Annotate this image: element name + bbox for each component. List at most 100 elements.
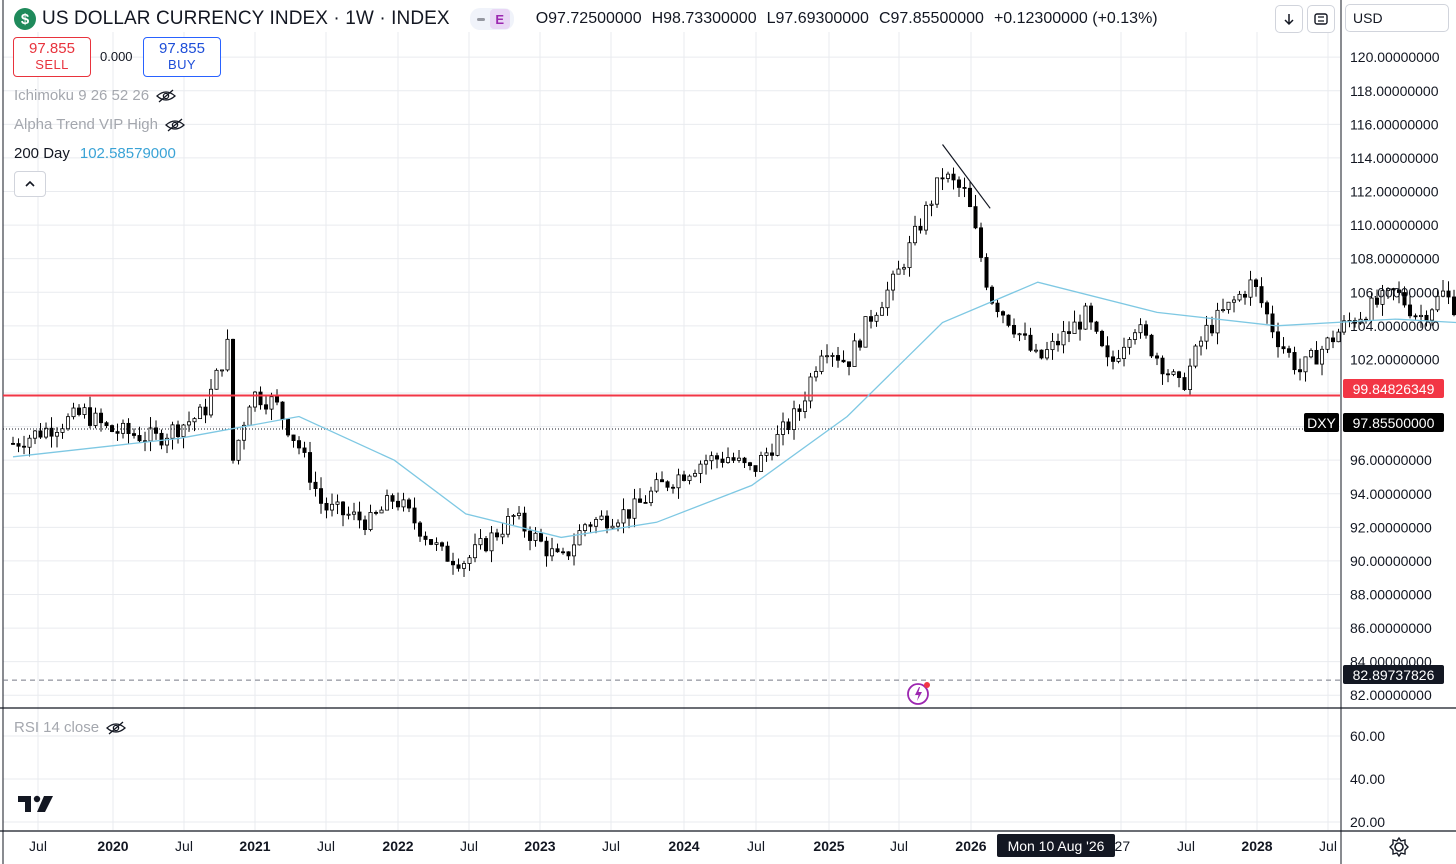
candle-body [995, 302, 1000, 313]
candle-body [379, 509, 384, 514]
eye-hidden-icon[interactable] [164, 117, 186, 133]
candle-body [731, 457, 736, 461]
symbol-title[interactable]: US DOLLAR CURRENCY INDEX · 1W · INDEX [42, 8, 450, 29]
eye-hidden-icon[interactable] [105, 720, 127, 736]
candle-body [390, 495, 395, 502]
close-value: 97.85500000 [890, 10, 984, 27]
candle-body [825, 355, 830, 358]
candle-body [363, 519, 368, 530]
ma-label: 200 Day [14, 145, 70, 162]
candle-body [1331, 337, 1336, 343]
y-tick-label: 86.00000000 [1350, 620, 1432, 636]
candle-body [1177, 371, 1182, 378]
settings-gear-icon[interactable] [1388, 836, 1410, 858]
earnings-badge[interactable]: E [489, 9, 510, 29]
rsi-label: RSI 14 close [14, 719, 100, 736]
candle-body [1182, 377, 1187, 390]
candle-body [814, 371, 819, 378]
candle-body [957, 179, 962, 188]
status-pill[interactable]: E [469, 8, 514, 30]
fullscreen-button[interactable] [1307, 5, 1335, 33]
candle-body [968, 187, 973, 208]
download-arrow-button[interactable] [1275, 5, 1303, 33]
candle-body [1155, 355, 1160, 359]
candle-body [456, 564, 461, 569]
candle-body [258, 391, 263, 406]
candle-body [863, 316, 868, 348]
candle-body [1210, 324, 1215, 334]
candle-body [1204, 324, 1209, 342]
candle-body [891, 273, 896, 291]
grid [3, 32, 1340, 830]
indicator-alpha-trend[interactable]: Alpha Trend VIP High [14, 116, 186, 133]
candle-body [357, 511, 362, 521]
candle-body [500, 533, 505, 538]
candle-body [324, 502, 329, 511]
candle-body [1287, 348, 1292, 353]
candle-body [1303, 356, 1308, 373]
candle-body [1067, 331, 1072, 334]
x-tick-label: Jul [175, 838, 193, 854]
currency-select[interactable]: USD [1345, 4, 1449, 32]
flash-alert-icon[interactable] [906, 680, 932, 706]
y-tick-label: 118.00000000 [1350, 83, 1439, 99]
candle-body [594, 519, 599, 527]
candle-body [396, 500, 401, 508]
candle-body [1056, 340, 1061, 346]
tradingview-logo-icon[interactable] [17, 794, 55, 814]
candle-body [566, 551, 571, 557]
candle-body [1105, 345, 1110, 358]
candle-body [770, 452, 775, 456]
candle-body [451, 560, 456, 566]
candle-body [649, 490, 654, 504]
candle-body [528, 530, 533, 541]
candle-body [1199, 340, 1204, 347]
candle-body [1265, 302, 1270, 315]
eye-hidden-icon[interactable] [155, 88, 177, 104]
x-tick-label: 2022 [382, 838, 413, 854]
y-tick-label: 94.00000000 [1350, 486, 1432, 502]
high-value: 98.73300000 [663, 10, 757, 27]
candle-body [522, 512, 527, 532]
candle-body [203, 406, 208, 416]
drawn-trendline [942, 144, 991, 209]
candle-body [511, 515, 516, 517]
candle-body [225, 338, 230, 371]
candle-body [231, 338, 236, 461]
candle-body [44, 427, 49, 438]
price-axis[interactable]: 82.0000000084.0000000086.0000000088.0000… [1350, 49, 1440, 830]
x-tick-label: Jul [29, 838, 47, 854]
candle-body [1380, 290, 1385, 305]
candle-body [302, 447, 307, 453]
indicator-rsi[interactable]: RSI 14 close [14, 719, 127, 736]
y-tick-label: 90.00000000 [1350, 553, 1432, 569]
candle-body [489, 532, 494, 552]
candle-body [1072, 321, 1077, 334]
candle-body [1171, 371, 1176, 375]
candle-body [1292, 352, 1297, 371]
candle-body [940, 177, 945, 180]
indicator-ichimoku[interactable]: Ichimoku 9 26 52 26 [14, 87, 177, 104]
buy-button[interactable]: 97.855 BUY [143, 37, 221, 77]
change-value: +0.12300000 (+0.13%) [993, 10, 1158, 27]
collapse-legend-button[interactable] [14, 171, 46, 197]
time-axis[interactable]: Jul 2020 Jul 2021 Jul 2022 Jul 2023 Jul 2024 Jul 20… [29, 838, 1337, 854]
candle-body [49, 427, 54, 437]
candle-body [286, 418, 291, 436]
candle-body [1435, 295, 1440, 311]
indicator-ma[interactable]: 200 Day 102.58579000 [14, 145, 176, 162]
candle-body [198, 406, 203, 420]
sell-button[interactable]: 97.855 SELL [13, 37, 91, 77]
candle-body [253, 391, 258, 408]
candle-body [176, 424, 181, 438]
candle-body [1320, 348, 1325, 365]
candle-body [759, 455, 764, 472]
candle-body [346, 513, 351, 516]
chevron-up-icon [25, 180, 35, 187]
candle-body [830, 355, 835, 357]
x-tick-label: 2025 [813, 838, 844, 854]
candle-body [1188, 365, 1193, 390]
candle-body [154, 427, 159, 434]
crosshair-price-label: 82.89737826 [1343, 665, 1444, 684]
